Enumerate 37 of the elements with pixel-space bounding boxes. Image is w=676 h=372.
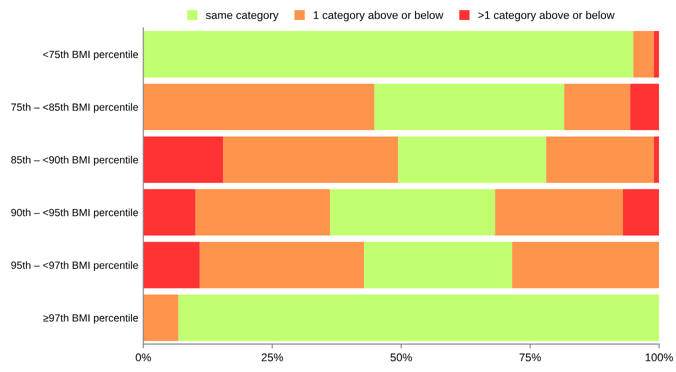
bar [195,189,330,236]
bar [143,84,374,130]
bar [546,136,654,183]
y-tick-label: 85th – <90th BMI percentile [11,156,138,166]
bar [200,242,364,288]
y-tick-label: 75th – <85th BMI percentile [11,103,138,113]
bar [398,136,546,183]
bar [654,31,660,78]
bar [143,294,178,341]
bar [622,189,660,236]
x-tick-label: 75% [520,353,541,362]
bar [143,189,196,236]
y-tick-label: 90th – <95th BMI percentile [11,208,138,218]
x-tick-label: 50% [390,353,412,362]
bar [374,84,564,130]
legend-label: 1 category above or below [314,10,444,22]
y-tick-label: ≥97th BMI percentile [43,314,138,324]
bar [512,242,660,288]
bar [223,136,398,183]
legend-label: same category [206,12,279,22]
legend-label: >1 category above or below [478,10,615,22]
bar [633,31,654,78]
bar [364,242,512,288]
bar [330,189,496,236]
x-tick-label: 25% [262,353,283,362]
bar [630,84,660,130]
y-tick-label: <75th BMI percentile [43,50,138,60]
bar [143,136,224,183]
bar [143,242,200,288]
bar [654,136,660,183]
bar [495,189,623,236]
y-tick-label: 95th – <97th BMI percentile [11,261,138,271]
bar [178,294,660,341]
bar [564,84,630,130]
bar [143,31,634,78]
x-tick-label: 100% [646,353,673,362]
x-tick-label: 0% [136,353,151,362]
